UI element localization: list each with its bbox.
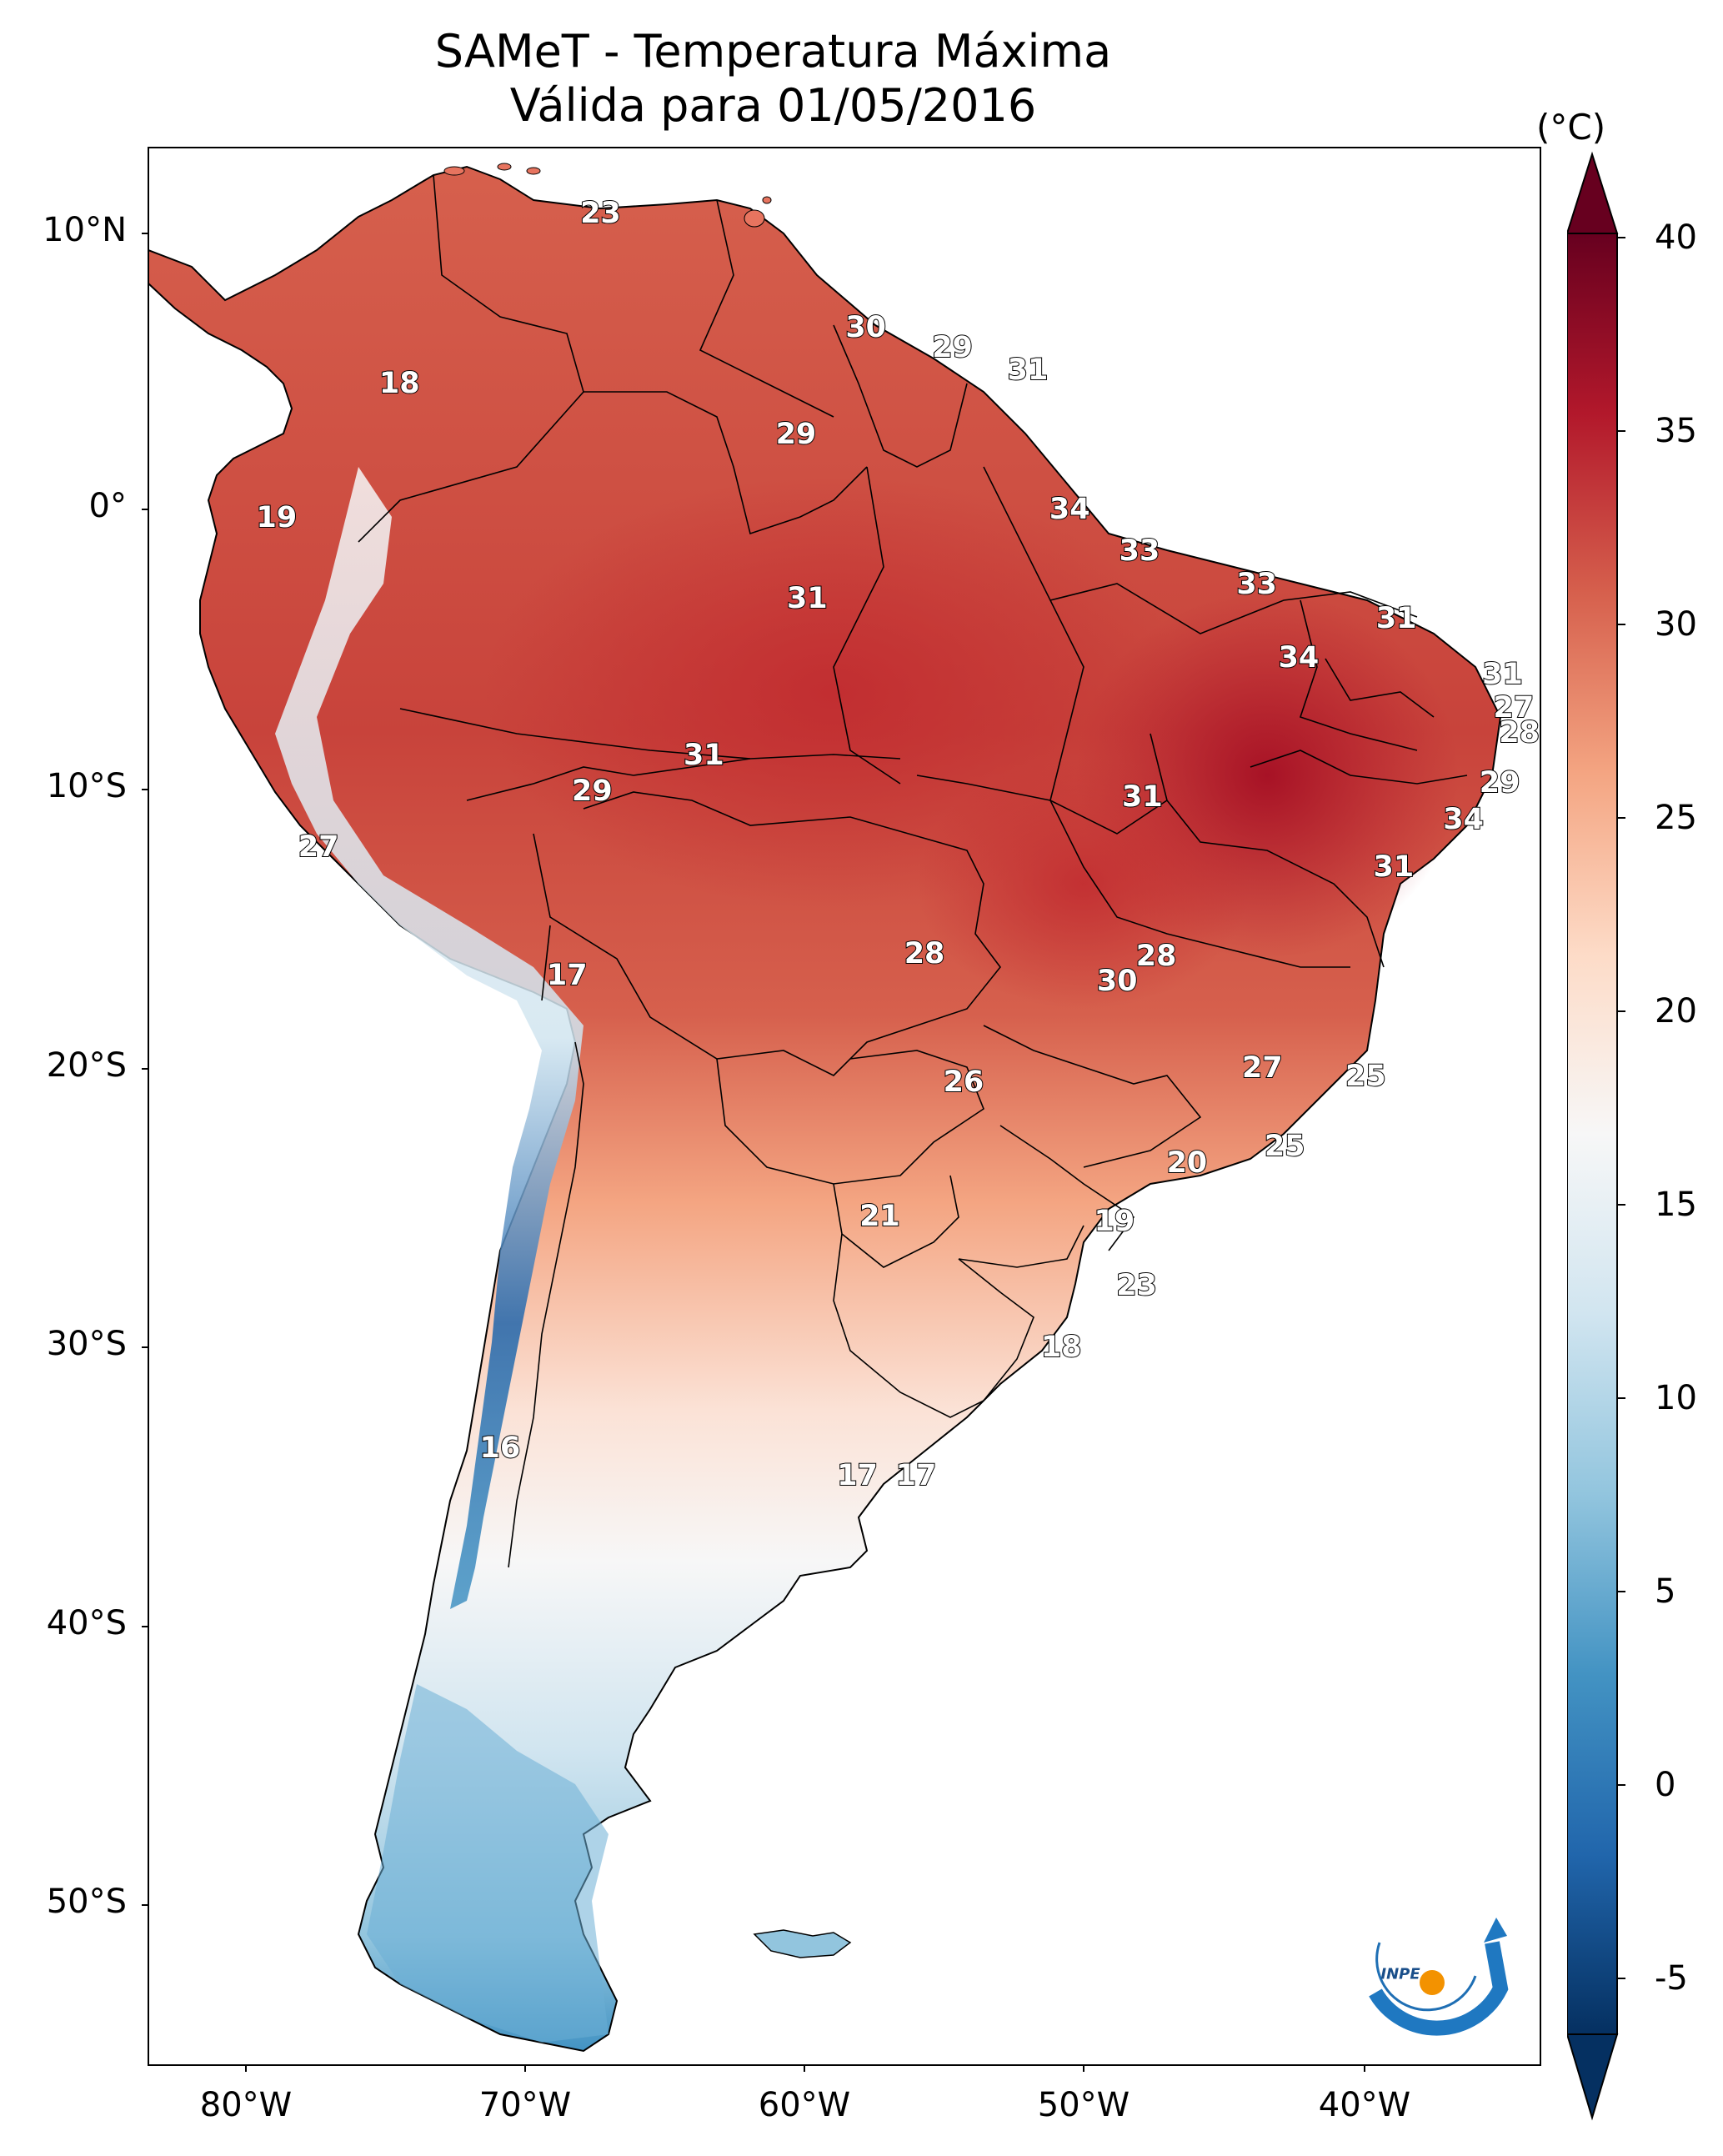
temperature-label: 23 <box>1115 1268 1158 1303</box>
colorbar-tick-10: 10 <box>1655 1379 1697 1417</box>
temperature-label: 29 <box>571 774 614 809</box>
inpe-logo <box>1369 1918 1509 2036</box>
lon-label-80w: 80°W <box>199 2086 293 2124</box>
temperature-label: 28 <box>1135 939 1178 974</box>
lat-label-10n: 10°N <box>43 211 127 249</box>
lon-label-50w: 50°W <box>1037 2086 1130 2124</box>
temperature-label: 33 <box>1119 534 1161 569</box>
lon-label-40w: 40°W <box>1318 2086 1411 2124</box>
temperature-label: 25 <box>1264 1129 1306 1164</box>
lon-label-70w: 70°W <box>478 2086 572 2124</box>
colorbar-unit: (°C) <box>1536 107 1606 148</box>
lat-label-30s: 30°S <box>46 1325 127 1363</box>
country-borders <box>358 174 1468 1568</box>
temperature-label: 31 <box>683 738 725 773</box>
temperature-label: 34 <box>1049 492 1091 527</box>
lat-label-40s: 40°S <box>46 1604 127 1642</box>
temperature-label: 31 <box>1481 657 1524 692</box>
patagonia-cool <box>367 1684 609 2043</box>
colorbar-tick-25: 25 <box>1655 799 1697 837</box>
colorbar-tick-15: 15 <box>1655 1186 1697 1224</box>
map-title-line1: SAMeT - Temperatura Máxima <box>434 25 1112 78</box>
temperature-label: 28 <box>904 936 946 971</box>
colorbar <box>1567 151 1625 2121</box>
temperature-label: 19 <box>1093 1204 1135 1239</box>
temperature-label: 31 <box>786 581 829 616</box>
falkland-islands <box>753 1929 852 1958</box>
caribbean-islands <box>443 163 772 228</box>
lat-label-10s: 10°S <box>46 767 127 805</box>
colorbar-tick-20: 20 <box>1655 992 1697 1030</box>
temperature-label: 17 <box>836 1458 879 1493</box>
andes-cool-band <box>275 467 584 1609</box>
temperature-label: 20 <box>1166 1146 1209 1181</box>
lat-label-50s: 50°S <box>46 1883 127 1921</box>
temperature-label: 21 <box>859 1199 901 1234</box>
map-frame <box>148 147 1541 2066</box>
axis-ticks <box>142 233 1365 2072</box>
temperature-label: 29 <box>775 417 818 452</box>
temperature-label: 23 <box>579 196 622 231</box>
hot-core-central <box>917 759 1250 1009</box>
temperature-label: 29 <box>931 330 974 365</box>
temperature-label: 18 <box>1040 1330 1083 1365</box>
lat-label-0: 0° <box>88 487 127 525</box>
colorbar-tick-40: 40 <box>1655 218 1697 257</box>
south-america-land <box>148 165 1502 2053</box>
colorbar-tick-35: 35 <box>1655 412 1697 450</box>
temperature-label: 30 <box>1096 964 1139 999</box>
temperature-label: 34 <box>1442 802 1485 837</box>
temperature-label: 17 <box>895 1458 938 1493</box>
temperature-label: 25 <box>1345 1059 1387 1094</box>
temperature-label: 18 <box>378 366 421 401</box>
temperature-label: 27 <box>1493 690 1535 725</box>
temperature-label: 34 <box>1278 640 1320 675</box>
colorbar-tick-0: 0 <box>1655 1766 1676 1804</box>
colorbar-tick-30: 30 <box>1655 605 1697 644</box>
temperature-label: 29 <box>1479 765 1521 800</box>
temperature-label: 31 <box>1007 353 1049 388</box>
temperature-label: 27 <box>298 830 340 865</box>
temperature-label: 17 <box>546 958 589 993</box>
temperature-label: 28 <box>1498 715 1540 750</box>
map-title-line2: Válida para 01/05/2016 <box>509 79 1037 132</box>
lat-label-20s: 20°S <box>46 1046 127 1085</box>
lon-label-60w: 60°W <box>758 2086 851 2124</box>
temperature-label: 19 <box>255 500 298 535</box>
temperature-label: 31 <box>1372 850 1415 885</box>
temperature-label: 30 <box>844 310 887 345</box>
colorbar-tick-5: 5 <box>1655 1572 1676 1611</box>
temperature-label: 27 <box>1241 1050 1284 1086</box>
temperature-label: 33 <box>1235 567 1278 602</box>
inpe-logo-text: INPE <box>1380 1965 1420 1983</box>
temperature-label: 31 <box>1121 780 1164 815</box>
temperature-label: 16 <box>478 1431 521 1466</box>
colorbar-tick-minus5: -5 <box>1655 1959 1688 1998</box>
temperature-label: 26 <box>943 1065 985 1100</box>
temperature-label: 31 <box>1375 601 1418 636</box>
